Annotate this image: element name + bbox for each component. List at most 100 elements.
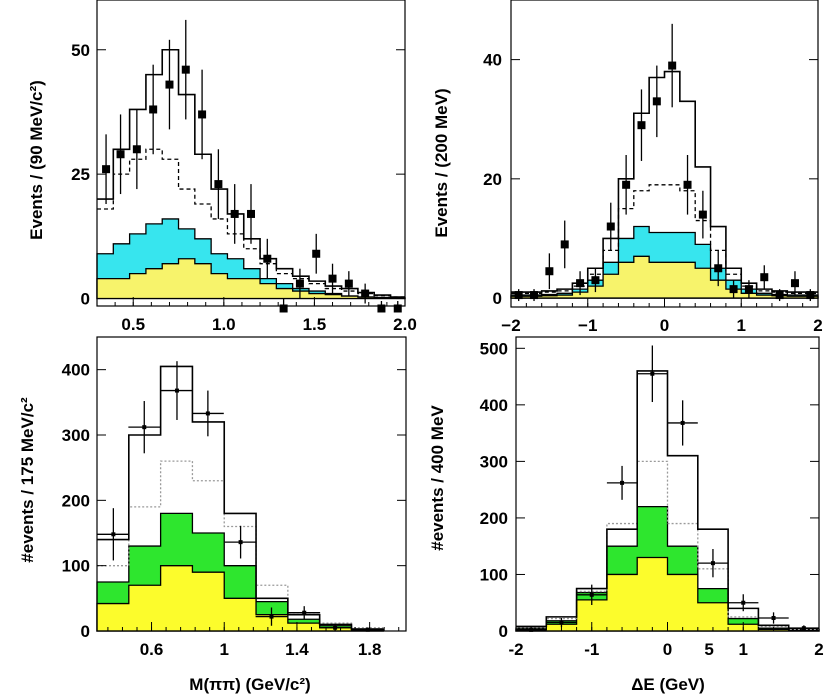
top-left-point-marker: [279, 304, 288, 313]
bottom-left-xtick-label: 1.4: [285, 640, 309, 659]
bottom-left-xtick-label: 0.6: [140, 640, 164, 659]
top-left-point-marker: [198, 110, 207, 119]
top-right-point-marker: [775, 291, 784, 300]
top-right-xtick-label: −2: [501, 316, 520, 335]
bottom-right-ytick-label: 300: [480, 452, 508, 471]
bottom-left-ytick-label: 200: [62, 491, 90, 510]
top-left-point-marker: [230, 209, 239, 218]
top-right-ylabel: Events / (200 MeV): [432, 88, 451, 237]
top-left-xtick-label: 1.5: [303, 315, 327, 334]
top-left-xtick-label: 1.0: [212, 315, 236, 334]
top-left-ytick-label: 0: [81, 290, 90, 309]
top-right-point-marker: [729, 285, 738, 294]
top-right-point-marker: [514, 291, 523, 300]
bottom-right-ylabel: #events / 400 MeV: [428, 405, 447, 551]
top-left-ytick-label: 25: [71, 165, 90, 184]
top-left-point-marker: [328, 274, 337, 283]
top-right-ytick-label: 20: [483, 170, 502, 189]
bottom-left-point-dot: [333, 625, 338, 630]
bottom-right-ytick-label: 100: [480, 565, 508, 584]
top-left-point-marker: [149, 105, 158, 114]
bottom-left-ytick-label: 100: [62, 557, 90, 576]
top-right-point-marker: [622, 180, 631, 189]
bottom-right-xtick-label: 1: [739, 640, 748, 659]
top-right-point-marker: [714, 264, 723, 273]
top-left-point-marker: [116, 150, 125, 159]
top-left-point-marker: [165, 80, 174, 89]
top-right-ytick-label: 40: [483, 51, 502, 70]
bottom-left-points: [97, 361, 384, 632]
bottom-left-xtick-label: 1.8: [358, 640, 382, 659]
top-right-point-marker: [668, 61, 677, 70]
top-left-point-marker: [377, 304, 386, 313]
bottom-right-point-dot: [710, 561, 715, 566]
top-right-yellow-component-fill: [510, 255, 819, 299]
bottom-right-total-fit-line: [516, 370, 819, 629]
bottom-left-point-dot: [142, 425, 147, 430]
bottom-left-point-dot: [205, 411, 210, 416]
bottom-right-frame: [515, 336, 820, 632]
top-left-point-marker: [132, 145, 141, 154]
top-left-lines: [97, 48, 405, 298]
bottom-left-ytick-label: 300: [62, 426, 90, 445]
top-left-point-marker: [263, 254, 272, 263]
bottom-left-xtick-label: 1: [220, 640, 229, 659]
top-left-ticks: 0 25 50 0.5 1.0 1.5 2.0: [71, 41, 417, 334]
bottom-right-point-dot: [559, 620, 564, 625]
top-right-xtick-label: 1: [737, 316, 746, 335]
bottom-right-lines: [516, 370, 819, 630]
top-right-point-marker: [806, 291, 815, 300]
top-left-xtick-label: 0.5: [121, 315, 145, 334]
bottom-right-point-dot: [680, 420, 685, 425]
top-right-xtick-label: 2: [813, 316, 822, 335]
top-right-xtick-label: 0: [660, 316, 669, 335]
bottom-right-xtick-label: 2: [814, 640, 823, 659]
top-left-point-marker: [214, 180, 223, 189]
bottom-left-frame: [96, 336, 407, 632]
bottom-right-xtick-label: -2: [508, 640, 523, 659]
bottom-right-xtick-label: 5: [704, 640, 713, 659]
bottom-right-point-dot: [741, 600, 746, 605]
bottom-left-point-dot: [269, 614, 274, 619]
top-right-ticks: 0 20 40 −2 −1 0 1 2: [483, 51, 823, 335]
bottom-left-point-dot: [365, 627, 370, 632]
bottom-left-point-dot: [174, 388, 179, 393]
bottom-right-point-dot: [771, 615, 776, 620]
top-right-point-marker: [530, 291, 539, 300]
panel-bottom-left: #events / 175 MeV/c² M(ππ) (GeV/c²) 0 100…: [18, 336, 407, 694]
top-left-point-marker: [247, 209, 255, 218]
top-right-point-marker: [744, 285, 753, 294]
panel-top-right: Events / (200 MeV) 0 20 40 −2 −1 0 1 2: [432, 0, 823, 335]
bottom-right-ytick-label: 0: [499, 622, 508, 641]
top-right-lines: [511, 70, 818, 294]
top-right-point-marker: [576, 279, 585, 288]
top-left-total-fit-line: [97, 48, 405, 298]
top-left-point-marker: [344, 279, 353, 288]
top-right-point-marker: [606, 222, 615, 231]
bottom-left-ylabel: #events / 175 MeV/c²: [18, 397, 37, 563]
top-right-points: [514, 23, 815, 302]
bottom-right-ytick-label: 500: [480, 339, 508, 358]
top-right-point-marker: [637, 121, 646, 130]
bottom-right-ytick-label: 200: [480, 509, 508, 528]
bottom-right-ytick-label: 400: [480, 396, 508, 415]
top-left-point-marker: [181, 65, 190, 74]
bottom-left-ytick-label: 0: [81, 622, 90, 641]
bottom-left-total-fit-line: [97, 365, 384, 630]
top-left-point-marker: [312, 249, 321, 258]
panel-bottom-right: #events / 400 MeV ΔE (GeV) 0 100 200 300 400…: [428, 336, 824, 694]
top-right-point-marker: [683, 180, 692, 189]
top-left-frame: [96, 0, 406, 307]
bottom-left-ytick-label: 400: [62, 361, 90, 380]
top-right-ytick-label: 0: [493, 289, 502, 308]
top-right-point-marker: [560, 240, 569, 249]
top-right-frame: [510, 0, 819, 308]
bottom-right-xtick-label: -1: [584, 640, 599, 659]
panel-top-left: Events / (90 MeV/c²) 0 25 50 0.5 1.0 1.5 2.0: [27, 0, 417, 334]
top-right-point-marker: [545, 267, 554, 276]
top-left-point-marker: [361, 289, 370, 298]
bottom-left-ticks: 0 100 200 300 400 0.6 1 1.4 1.8: [62, 361, 406, 659]
top-right-dashed-component-line: [511, 184, 818, 294]
bottom-right-point-dot: [650, 371, 655, 376]
